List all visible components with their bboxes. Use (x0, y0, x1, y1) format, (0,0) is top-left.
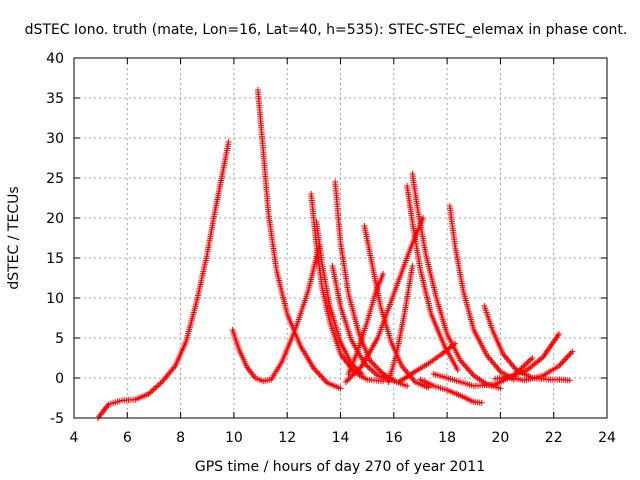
x-tick-label: 20 (491, 430, 509, 446)
series-markers (492, 331, 562, 382)
series-markers (404, 183, 461, 373)
x-tick-label: 18 (438, 430, 456, 446)
series-markers (446, 203, 517, 383)
x-tick-label: 16 (385, 430, 403, 446)
x-tick-label: 24 (598, 430, 616, 446)
series-markers (313, 219, 365, 377)
y-tick-label: -5 (50, 411, 64, 427)
x-tick-label: 10 (225, 430, 243, 446)
x-tick-label: 8 (176, 430, 185, 446)
series-15 (396, 340, 459, 385)
series-markers (502, 348, 576, 384)
y-tick-label: 5 (55, 331, 64, 347)
series-1 (95, 139, 232, 421)
series-markers (380, 263, 416, 385)
y-tick-label: 0 (55, 371, 64, 387)
series-9 (345, 271, 387, 377)
axis-ticks: 4 6 8 10 12 14 16 18 20 22 24 -5 0 5 10 15 20 25 30 35 40 (46, 51, 616, 446)
series-markers (481, 303, 573, 384)
x-tick-label: 6 (123, 430, 132, 446)
series-20 (502, 348, 576, 384)
chart-title: dSTEC Iono. truth (mate, Lon=16, Lat=40,… (25, 22, 628, 38)
series-markers (396, 340, 459, 385)
series-track (97, 141, 230, 419)
y-tick-label: 40 (46, 51, 64, 67)
y-tick-label: 35 (46, 91, 64, 107)
series-markers (345, 271, 387, 377)
y-tick-label: 15 (46, 251, 64, 267)
series-3 (254, 87, 344, 392)
y-tick-label: 20 (46, 211, 64, 227)
data-series (95, 87, 576, 421)
series-markers (95, 139, 232, 421)
series-2 (229, 243, 323, 385)
x-tick-label: 14 (332, 430, 350, 446)
x-axis-title: GPS time / hours of day 270 of year 2011 (195, 459, 485, 475)
series-12 (409, 171, 504, 392)
x-tick-label: 4 (70, 430, 79, 446)
y-axis-title: dSTEC / TECUs (6, 186, 22, 289)
y-tick-label: 30 (46, 131, 64, 147)
series-16 (417, 376, 485, 406)
series-markers (342, 215, 427, 385)
series-14 (446, 203, 517, 383)
x-tick-label: 12 (278, 430, 296, 446)
series-10 (342, 215, 427, 385)
series-markers (409, 171, 504, 392)
y-tick-label: 10 (46, 291, 64, 307)
series-markers (254, 87, 344, 392)
series-markers (229, 243, 323, 385)
x-tick-label: 22 (545, 430, 563, 446)
series-11 (380, 263, 416, 385)
series-markers (417, 376, 485, 406)
series-18 (481, 303, 573, 384)
series-track (345, 217, 424, 383)
y-tick-label: 25 (46, 171, 64, 187)
